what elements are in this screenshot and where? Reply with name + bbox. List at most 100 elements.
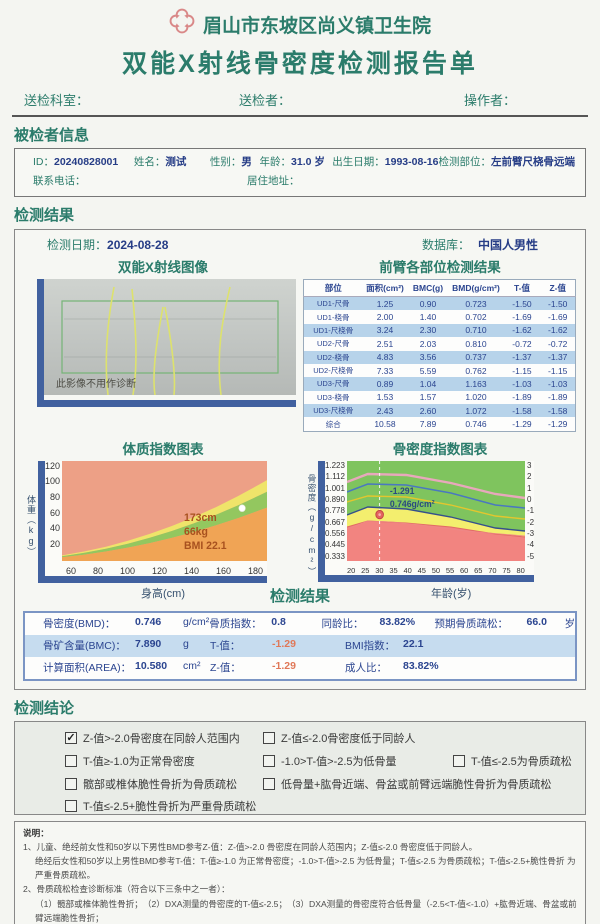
- t-score-field: T-值： -1.29: [210, 638, 296, 653]
- bmi-xticks: 60 80 100 120 140 160 180: [66, 565, 264, 576]
- area-field: 计算面积(AREA)： 10.580 cm²: [43, 660, 201, 675]
- notes-line: 2、骨质疏松检查诊断标准（符合以下三条中之一者）：: [23, 884, 230, 895]
- table-row: UD1-尺骨 1.25 0.90 0.723 -1.50 -1.50: [303, 296, 576, 311]
- bmi-plot-area: 173cm 66kg BMI 22.1: [62, 460, 268, 561]
- bmd-chart-title: 骨密度指数图表: [392, 441, 488, 457]
- z-score-field: Z-值： -1.29: [210, 660, 296, 675]
- bmd-annotation-zscore: -1.291: [390, 485, 415, 495]
- summary-box: 骨密度(BMD)： 0.746 g/cm² 骨质指数： 0.8 同龄比： 83.82% …: [23, 610, 577, 681]
- checkbox: [65, 754, 77, 767]
- forearm-results-table: 部位 面积(cm²) BMC(g) BMD(g/cm²) T-值 Z-值 UD1…: [303, 279, 577, 432]
- conclusion-item: Z-值≤-2.0骨密度低于同龄人: [263, 730, 415, 746]
- table-row: UD1-桡骨 2.00 1.40 0.702 -1.69 -1.69: [316, 312, 568, 323]
- conclusion-item: T-值≥-1.0为正常骨密度: [65, 753, 195, 769]
- conclusion-box: ✓ Z-值>-2.0骨密度在同龄人范围内 Z-值≤-2.0骨密度低于同龄人 T-值…: [14, 720, 586, 815]
- checkbox: [263, 731, 275, 744]
- summary-row: 骨矿含量(BMC)： 7.890 g T-值： -1.29 BMI指数： 22.1: [25, 634, 575, 657]
- patient-phone-field: 联系电话：: [33, 175, 86, 187]
- bmd-xlabel: 年龄(岁): [431, 587, 472, 600]
- patient-gender-field: 性别：男: [209, 156, 252, 168]
- col-header: Z-值: [539, 279, 576, 297]
- checkbox: [453, 754, 465, 767]
- patient-address-field: 居住地址：: [247, 175, 300, 187]
- axis-label-row: 身高(cm) 检测结果 年龄(岁): [23, 585, 577, 605]
- bmi-yticks: 120 100 80 60 40 20: [45, 460, 61, 549]
- summary-row: 计算面积(AREA)： 10.580 cm² Z-值： -1.29 成人比： 83.82…: [25, 657, 575, 679]
- bmd-field: 骨密度(BMD)： 0.746 g/cm²: [43, 616, 210, 631]
- bmd-annotation-bmd: 0.746g/cm²: [390, 498, 435, 508]
- bmd-chart: 骨密度（g/cm²） 1.223 1.112 1.001 0.890 0.778 0.66…: [303, 460, 577, 582]
- xray-title: 双能X射线图像: [117, 260, 208, 275]
- table-row: UD1-尺桡骨 3.24 2.30 0.710 -1.62 -1.62: [303, 323, 576, 338]
- bmd-ylabel: 骨密度（g/cm²）: [306, 474, 317, 577]
- adult-ratio-field: 成人比： 83.82%: [345, 660, 439, 675]
- report-title: 双能X射线骨密度检测报告单: [122, 50, 478, 78]
- conclusion-item: 低骨量+肱骨近端、骨盆或前臂远端脆性骨折为骨质疏松: [263, 776, 551, 792]
- bmi-ylabel: 体重（kg）: [26, 494, 36, 557]
- bmc-field: 骨矿含量(BMC)： 7.890 g: [43, 638, 189, 653]
- table-row: UD2-尺骨 2.51 2.03 0.810 -0.72 -0.72: [316, 338, 568, 349]
- table-row: UD2-桡骨 4.83 3.56 0.737 -1.37 -1.37: [303, 350, 576, 364]
- patient-age-field: 年龄： 31.0 岁: [259, 156, 325, 168]
- bmi-data-point: [238, 504, 246, 512]
- col-header: BMD(g/cm²): [447, 279, 504, 297]
- checkbox: [65, 777, 77, 790]
- checkbox: [263, 754, 275, 767]
- sender-label: 送检者：: [239, 93, 292, 108]
- summary-title: 检测结果: [269, 587, 330, 605]
- checkbox: [263, 777, 275, 790]
- bmd-xticks: 20 25 30 35 40 45 50 55 60 65 70 75 80: [346, 565, 525, 575]
- xray-frame: 此影像不用作诊断: [37, 279, 296, 407]
- conclusion-item: -1.0>T-值>-2.5为低骨量: [263, 753, 397, 769]
- bmi-chart: 体重（kg） 120 100 80 60 40 20: [23, 460, 303, 583]
- results-box: 检测日期：2024-08-28 数据库： 中国人男性 双能X射线图像: [14, 229, 586, 690]
- table-row: UD3-尺桡骨 2.43 2.60 1.072 -1.58 -1.58: [303, 404, 576, 418]
- notes-title: 说明：: [23, 827, 49, 838]
- col-header: BMC(g): [407, 279, 448, 297]
- bmi-annotation-bmi: BMI 22.1: [184, 540, 227, 552]
- dept-label: 送检科室：: [24, 93, 90, 108]
- hospital-name: 眉山市东坡区尚义镇卫生院: [202, 15, 431, 37]
- test-date-field: 检测日期：2024-08-28: [47, 238, 169, 252]
- bmd-yticks-right: 3 2 1 0 -1 -2 -3 -4 -5: [526, 460, 535, 561]
- patient-site-field: 检测部位： 左前臂尺桡骨远端: [438, 156, 576, 168]
- bmi-xlabel: 身高(cm): [141, 587, 185, 600]
- table-row: 综合 10.58 7.89 0.746 -1.29 -1.29: [325, 419, 568, 430]
- table-row: UD2-尺桡骨 7.33 5.59 0.762 -1.15 -1.15: [313, 365, 568, 376]
- conclusion-item: T-值≤-2.5+脆性骨折为严重骨质疏松: [65, 798, 256, 814]
- bmi-chart-title: 体质指数图表: [122, 441, 204, 457]
- date-row: 检测日期：2024-08-28 数据库： 中国人男性: [23, 236, 577, 254]
- patient-name-field: 姓名： 测试: [133, 156, 187, 168]
- conclusion-item: 髋部或椎体脆性骨折为骨质疏松: [65, 776, 237, 792]
- bmd-yticks-left: 1.223 1.112 1.001 0.890 0.778 0.667 0.556 0.445…: [324, 460, 345, 561]
- operator-label: 操作者：: [464, 93, 517, 108]
- bmi-annotation-height: 173cm: [184, 512, 217, 524]
- expected-osteoporosis-field: 预期骨质疏松： 66.0 岁: [434, 616, 576, 631]
- patient-info-box: ID： 20240828001 姓名： 测试 性别：男 年龄： 31.0 岁 出生日期…: [14, 148, 586, 197]
- table-header-row: 部位 面积(cm²) BMC(g) BMD(g/cm²) T-值 Z-值: [303, 279, 576, 297]
- notes-line: （1）髋部或椎体脆性骨折； （2）DXA测量的骨密度的T-值≤-2.5； （3）…: [35, 898, 577, 923]
- col-header: 面积(cm²): [361, 279, 408, 297]
- bmd-plot-area: -1.291 0.746g/cm²: [346, 460, 526, 561]
- forearm-table-title: 前臂各部位检测结果: [379, 260, 501, 275]
- notes-line: 1、儿童、绝经前女性和50岁以下男性BMD参考Z-值：Z-值>-2.0 骨密度在…: [23, 841, 478, 852]
- bmi-annotation-weight: 66kg: [184, 526, 208, 538]
- conclusion-item: ✓ Z-值>-2.0骨密度在同龄人范围内: [65, 731, 240, 745]
- xray-disclaimer: 此影像不用作诊断: [56, 379, 136, 390]
- database-field: 数据库： 中国人男性: [422, 238, 539, 252]
- report-header: 眉山市东坡区尚义镇卫生院 双能X射线骨密度检测报告单: [0, 0, 600, 80]
- patient-birth-field: 出生日期： 1993-08-16: [332, 156, 439, 168]
- xray-image: [44, 279, 296, 396]
- bmi-index-field: BMI指数： 22.1: [345, 638, 424, 653]
- notes-line: 绝经后女性和50岁以上男性BMD参考T-值：T-值≥-1.0 为正常骨密度；-1…: [35, 856, 576, 881]
- conclusion-item: T-值≤-2.5为骨质疏松: [453, 753, 572, 769]
- checkbox: [65, 799, 77, 812]
- col-header: T-值: [503, 279, 540, 297]
- meta-row: 送检科室： 送检者： 操作者：: [12, 90, 588, 117]
- notes-box: 说明： 1、儿童、绝经前女性和50岁以下男性BMD参考Z-值：Z-值>-2.0 …: [14, 820, 586, 924]
- hospital-logo-icon: [169, 8, 195, 40]
- conclusion-section-title: 检测结论: [14, 699, 75, 717]
- xray-pane: 双能X射线图像: [23, 254, 303, 432]
- table-row: UD3-桡骨 1.53 1.57 1.020 -1.89 -1.89: [316, 392, 568, 403]
